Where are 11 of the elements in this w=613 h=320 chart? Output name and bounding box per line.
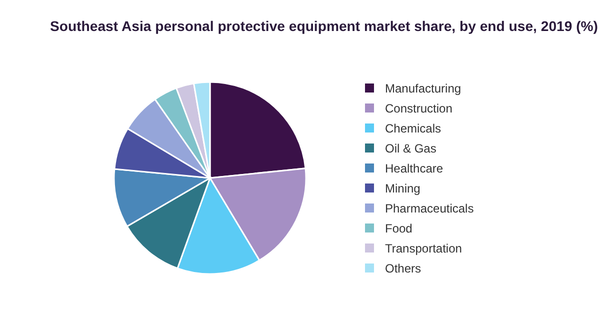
legend-label: Manufacturing bbox=[385, 82, 462, 96]
legend-label: Others bbox=[385, 262, 422, 276]
legend-label: Food bbox=[385, 222, 412, 236]
legend-label: Chemicals bbox=[385, 122, 442, 136]
legend-label: Healthcare bbox=[385, 162, 444, 176]
legend-label: Oil & Gas bbox=[385, 142, 436, 156]
legend-label: Transportation bbox=[385, 242, 462, 256]
legend-label: Construction bbox=[385, 102, 452, 116]
legend-label: Mining bbox=[385, 182, 420, 196]
legend-label: Pharmaceuticals bbox=[385, 202, 474, 216]
chart-title: Southeast Asia personal protective equipment market share, by end use, 2019 (%) bbox=[50, 18, 598, 34]
